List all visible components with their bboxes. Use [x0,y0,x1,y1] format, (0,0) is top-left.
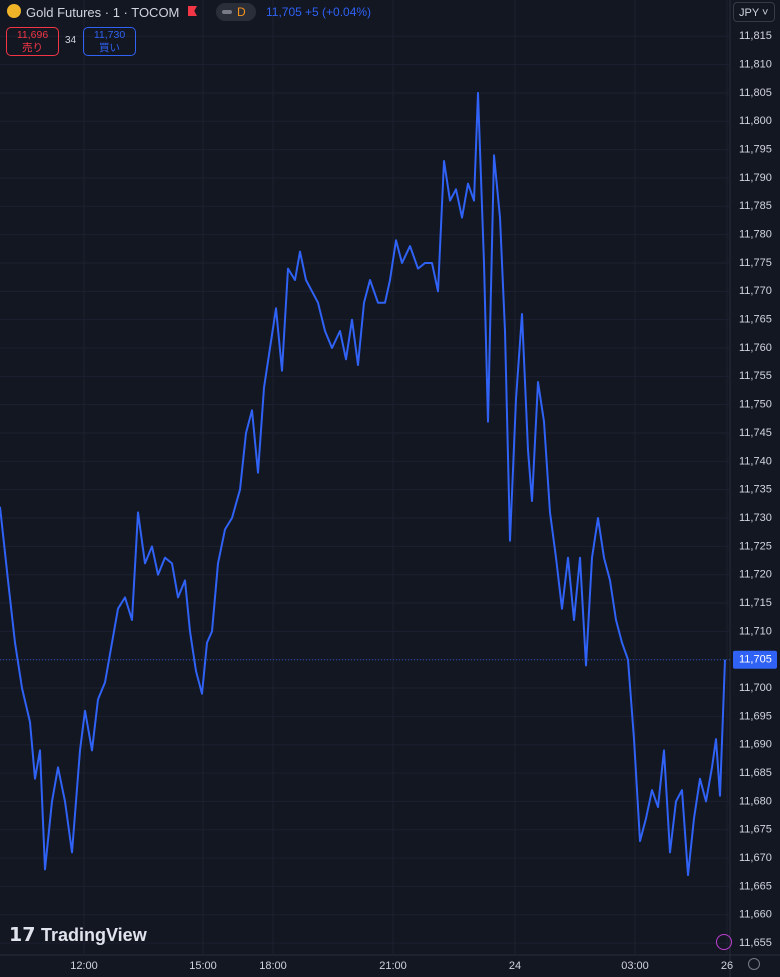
symbol-icon [7,4,21,18]
x-tick-label: 18:00 [259,960,287,972]
y-tick-label: 11,760 [739,342,772,354]
price-change: +5 (+0.04%) [305,5,372,19]
y-tick-label: 11,790 [739,172,772,184]
spread: 34 [65,35,77,46]
y-tick-label: 11,815 [739,30,772,42]
x-tick-label: 26 [721,960,733,972]
y-tick-label: 11,695 [739,710,772,722]
symbol-title[interactable]: Gold Futures · 1 · TOCOM [26,5,180,20]
y-tick-label: 11,765 [739,314,772,326]
x-tick-label: 15:00 [189,960,217,972]
y-tick-label: 11,750 [739,399,772,411]
y-tick-label: 11,670 [739,852,772,864]
y-tick-label: 11,710 [739,625,772,637]
x-tick-label: 21:00 [379,960,407,972]
y-tick-label: 11,690 [739,739,772,751]
y-tick-label: 11,685 [739,767,772,779]
y-tick-label: 11,735 [739,484,772,496]
y-tick-label: 11,680 [739,795,772,807]
y-tick-label: 11,725 [739,540,772,552]
market-flag [188,6,197,16]
y-tick-label: 11,770 [739,285,772,297]
price-line [0,91,726,877]
sell-price: 11,696 [16,29,49,41]
sell-button[interactable]: 11,696 売り [6,27,59,56]
y-tick-label: 11,660 [739,909,772,921]
badge[interactable] [216,3,256,21]
currency: JPY [739,7,759,19]
buy-label: 買い [99,42,120,54]
y-tick-label: 11,745 [739,427,772,439]
y-tick-label: 11,720 [739,569,772,581]
sell-label: 売り [22,42,43,54]
flash-icon[interactable] [716,934,732,950]
x-tick-label: 03:00 [621,960,649,972]
x-tick-label: 12:00 [70,960,98,972]
y-tick-label: 11,810 [739,59,772,71]
last-price-label: 11,705 [739,654,772,666]
interval-badge: D [237,5,246,19]
y-tick-label: 11,675 [739,824,772,836]
settings-icon[interactable] [748,958,760,970]
y-tick-label: 11,805 [739,87,772,99]
y-tick-label: 11,655 [739,937,772,949]
y-tick-label: 11,740 [739,455,772,467]
y-tick-label: 11,780 [739,229,772,241]
y-tick-label: 11,715 [739,597,772,609]
x-tick-label: 24 [509,960,521,972]
brand-logo: 𝟭𝟳 [9,925,36,946]
y-tick-label: 11,700 [739,682,772,694]
y-tick-label: 11,800 [739,115,772,127]
badge-toggle [222,10,232,14]
buy-price: 11,730 [93,29,126,41]
last-price-tag [733,650,777,669]
y-tick-label: 11,730 [739,512,772,524]
buy-button[interactable]: 11,730 買い [83,27,136,56]
y-tick-label: 11,665 [739,880,772,892]
y-tick-label: 11,785 [739,200,772,212]
currency-selector[interactable]: JPY ˅ [733,2,775,22]
y-tick-label: 11,755 [739,370,772,382]
brand: TradingView [41,925,147,945]
y-tick-label: 11,795 [739,144,772,156]
y-tick-label: 11,775 [739,257,772,269]
last-price: 11,705 [266,5,302,19]
